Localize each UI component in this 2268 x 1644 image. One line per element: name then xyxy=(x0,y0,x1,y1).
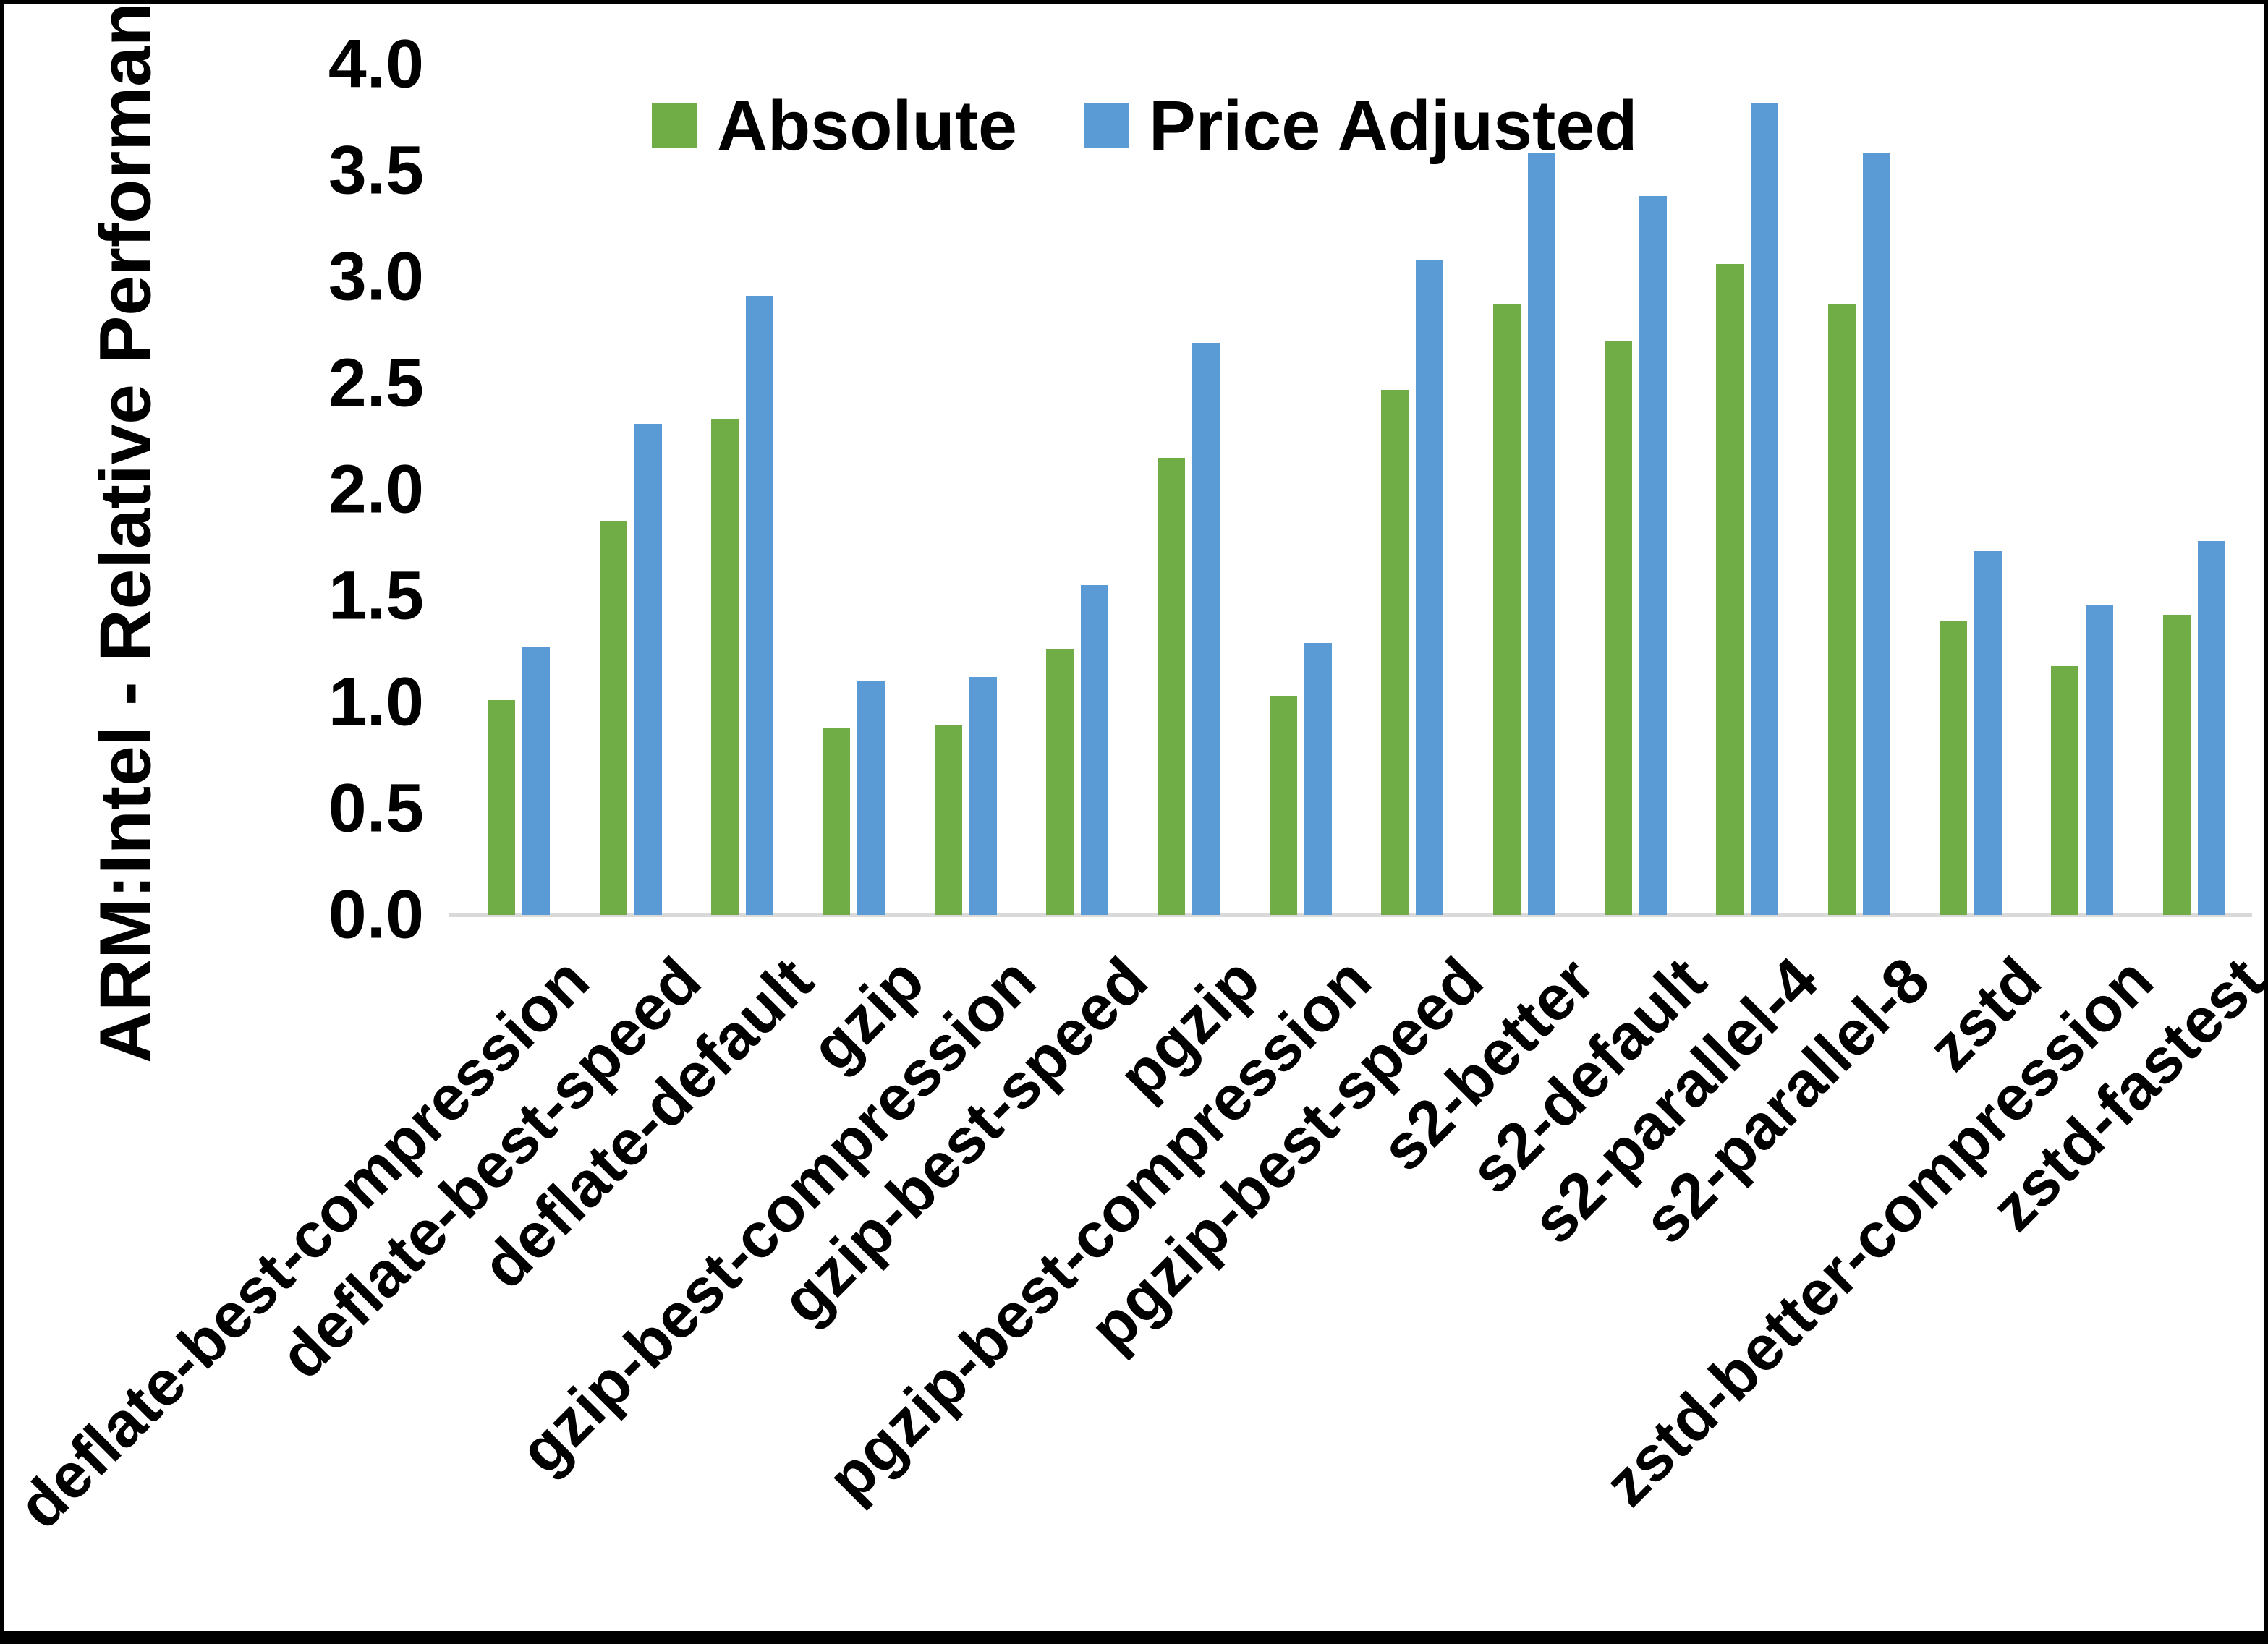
plot-area xyxy=(463,64,2250,915)
bar-absolute-zstd-fastest xyxy=(2162,615,2191,915)
bar-price-adjusted-s2-better xyxy=(1527,153,1555,915)
bar-price-adjusted-gzip-best-compression xyxy=(969,676,997,915)
bar-absolute-zstd-better-compression xyxy=(2051,666,2079,915)
bar-group-zstd-fastest xyxy=(2139,64,2250,915)
bar-absolute-s2-better xyxy=(1492,304,1521,915)
bar-absolute-deflate-best-speed xyxy=(599,521,627,915)
y-tick-label-2.5: 2.5 xyxy=(328,344,424,422)
bar-group-pgzip xyxy=(1133,64,1244,915)
y-tick-label-3.5: 3.5 xyxy=(328,132,424,209)
bar-group-s2-default xyxy=(1580,64,1691,915)
bar-absolute-deflate-best-compression xyxy=(488,700,516,915)
legend-label-absolute: Absolute xyxy=(717,86,1017,165)
bar-group-zstd-better-compression xyxy=(2026,64,2138,915)
bar-group-deflate-default xyxy=(687,64,798,915)
bar-absolute-deflate-default xyxy=(710,419,739,915)
bar-absolute-s2-default xyxy=(1604,341,1632,915)
bar-absolute-gzip xyxy=(823,728,851,915)
legend-item-price-adjusted: Price Adjusted xyxy=(1083,85,1638,166)
bar-price-adjusted-s2-default xyxy=(1639,196,1667,915)
y-tick-label-0.0: 0.0 xyxy=(328,876,424,953)
bar-absolute-pgzip xyxy=(1158,457,1186,915)
bar-group-gzip-best-speed xyxy=(1022,64,1133,915)
bar-price-adjusted-deflate-default xyxy=(745,296,773,915)
y-tick-label-1.5: 1.5 xyxy=(328,557,424,634)
bar-absolute-s2-parallel-4 xyxy=(1716,264,1744,915)
y-tick-label-0.5: 0.5 xyxy=(328,770,424,847)
bar-price-adjusted-gzip-best-speed xyxy=(1081,585,1109,915)
legend-label-price-adjusted: Price Adjusted xyxy=(1148,86,1638,165)
bar-group-s2-parallel-4 xyxy=(1691,64,1803,915)
bar-group-pgzip-best-speed xyxy=(1356,64,1468,915)
bar-absolute-s2-parallel-8 xyxy=(1827,304,1856,915)
legend-swatch-absolute-icon xyxy=(652,103,697,148)
bar-price-adjusted-pgzip-best-speed xyxy=(1416,260,1444,915)
bar-group-gzip xyxy=(798,64,909,915)
bar-price-adjusted-deflate-best-speed xyxy=(634,423,662,915)
bar-group-s2-better xyxy=(1468,64,1579,915)
x-axis-line xyxy=(449,913,2252,917)
legend-swatch-price-adjusted-icon xyxy=(1083,103,1129,148)
bar-absolute-gzip-best-speed xyxy=(1046,649,1074,915)
bar-price-adjusted-pgzip-best-compression xyxy=(1304,642,1332,915)
bar-price-adjusted-zstd-fastest xyxy=(2197,540,2225,915)
bar-price-adjusted-s2-parallel-4 xyxy=(1751,102,1779,915)
bar-price-adjusted-gzip xyxy=(857,681,885,915)
legend-item-absolute: Absolute xyxy=(652,85,1017,166)
bar-price-adjusted-s2-parallel-8 xyxy=(1862,153,1890,915)
bar-group-deflate-best-compression xyxy=(463,64,574,915)
bar-price-adjusted-zstd-better-compression xyxy=(2086,604,2114,915)
bar-group-zstd xyxy=(1915,64,2026,915)
bar-absolute-pgzip-best-speed xyxy=(1381,389,1409,915)
y-tick-label-3.0: 3.0 xyxy=(328,238,424,315)
y-axis-title: ARM:Intel - Relative Performance xyxy=(85,0,166,1064)
y-tick-label-2.0: 2.0 xyxy=(328,451,424,528)
bar-price-adjusted-zstd xyxy=(1974,551,2002,915)
chart-content: ARM:Intel - Relative Performance Absolut… xyxy=(4,0,2268,1631)
bar-group-deflate-best-speed xyxy=(574,64,686,915)
bar-absolute-zstd xyxy=(1940,621,1968,915)
legend: Absolute Price Adjusted xyxy=(652,85,1638,166)
bar-price-adjusted-pgzip xyxy=(1192,343,1220,915)
bar-group-s2-parallel-8 xyxy=(1804,64,1915,915)
bar-group-gzip-best-compression xyxy=(910,64,1022,915)
bar-price-adjusted-deflate-best-compression xyxy=(522,647,551,915)
bar-absolute-gzip-best-compression xyxy=(934,725,962,915)
y-tick-label-1.0: 1.0 xyxy=(328,663,424,741)
y-tick-label-4.0: 4.0 xyxy=(328,25,424,103)
bar-group-pgzip-best-compression xyxy=(1245,64,1356,915)
bar-absolute-pgzip-best-compression xyxy=(1269,696,1297,915)
